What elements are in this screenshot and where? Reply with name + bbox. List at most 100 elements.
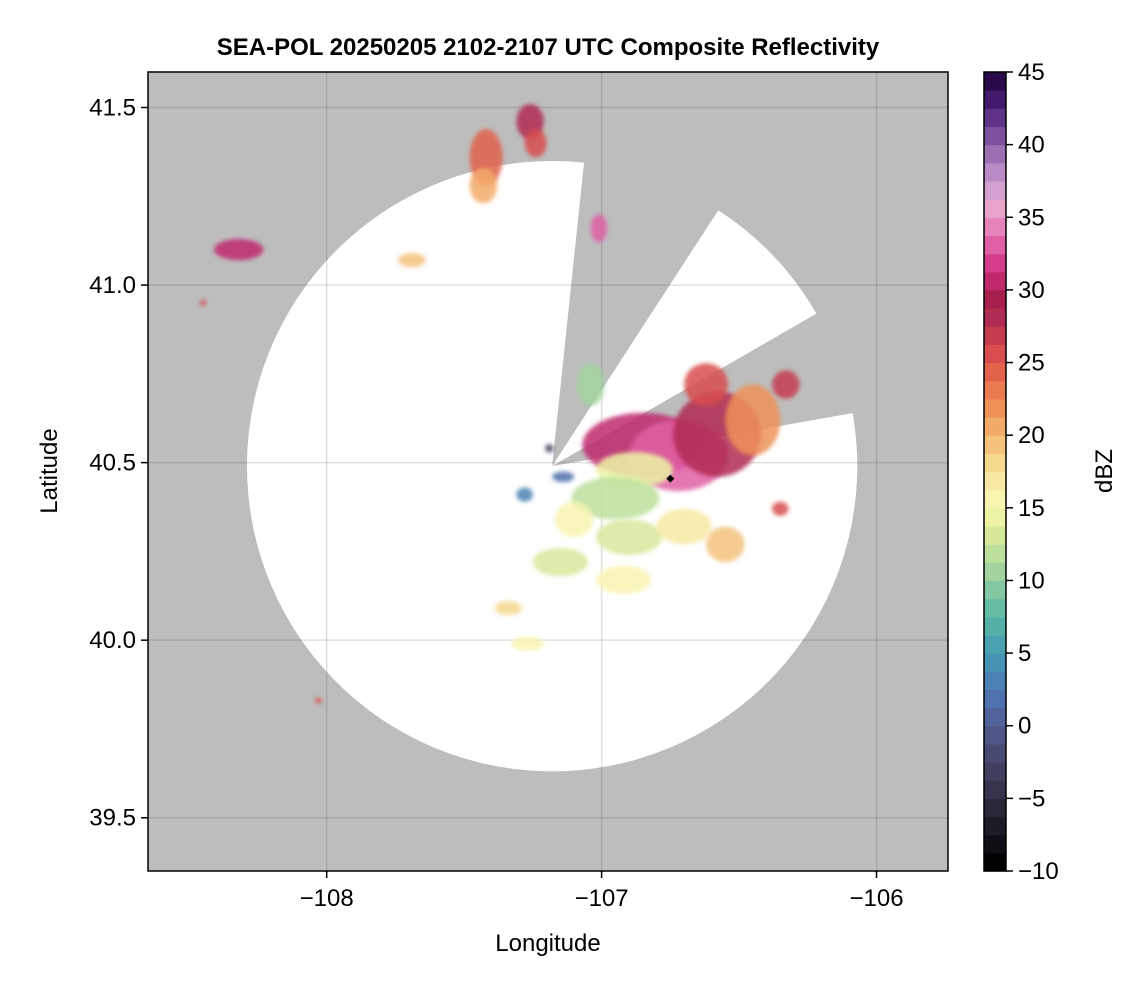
colorbar-segment [984, 762, 1006, 781]
colorbar-segment [984, 326, 1006, 345]
colorbar-tick-label: 10 [1018, 567, 1045, 594]
colorbar-segment [984, 489, 1006, 509]
y-tick-label: 41.5 [89, 95, 136, 122]
radar-site-layer [666, 474, 675, 483]
colorbar-segment [984, 707, 1006, 727]
echo-cell [516, 487, 533, 502]
colorbar-ticks: 45 40 35 30 25 20 15 10 5 0 −5 −10 [1006, 59, 1059, 885]
plot-frame [147, 71, 949, 872]
colorbar-segment [984, 616, 1006, 636]
colorbar-tick-label: 35 [1018, 204, 1045, 231]
colorbar-segment [984, 271, 1006, 291]
colorbar-segment [984, 525, 1006, 545]
colorbar-segment [984, 507, 1006, 527]
colorbar-segment [984, 380, 1006, 400]
echo-cell [576, 363, 605, 406]
colorbar-segment [984, 308, 1006, 327]
echo-cell [524, 128, 547, 158]
colorbar-segment [984, 289, 1006, 309]
echo-cell [684, 363, 729, 406]
echo-cell [199, 299, 207, 306]
x-axis-ticks: −108 −107 −106 [300, 871, 904, 912]
echo-cell [772, 370, 800, 399]
colorbar-segment [984, 417, 1006, 436]
x-tick-label: −108 [300, 885, 354, 912]
colorbar-tick-label: 20 [1018, 422, 1045, 449]
colorbar-tick-label: 15 [1018, 495, 1045, 522]
echo-cell [213, 238, 264, 261]
colorbar-frame [983, 71, 1007, 872]
colorbar-segment [984, 743, 1006, 763]
colorbar-segment [984, 634, 1006, 654]
echo-cell [554, 501, 594, 538]
echo-cell [552, 471, 575, 483]
colorbar-segment [984, 398, 1006, 418]
colorbar-segment [984, 689, 1006, 709]
colorbar-segment [984, 362, 1006, 382]
colorbar-tick-label: 0 [1018, 713, 1031, 740]
colorbar-segment [984, 344, 1006, 364]
colorbar-tick-label: 25 [1018, 350, 1045, 377]
colorbar-segment [984, 598, 1006, 618]
colorbar-tick-label: 5 [1018, 640, 1031, 667]
y-tick-label: 40.0 [89, 627, 136, 654]
colorbar-tick-label: 30 [1018, 277, 1045, 304]
colorbar-label: dBZ [1091, 449, 1118, 493]
radar-site-marker [666, 474, 675, 483]
y-tick-label: 41.0 [89, 272, 136, 299]
colorbar-segment [984, 162, 1006, 182]
echo-cell [494, 601, 522, 616]
colorbar-segment [984, 108, 1006, 128]
colorbar-tick-label: 45 [1018, 59, 1045, 86]
x-axis-label: Longitude [495, 930, 600, 957]
echo-cell [510, 636, 544, 651]
y-tick-label: 39.5 [89, 805, 136, 832]
colorbar-segment [984, 544, 1006, 563]
colorbar-segment [984, 253, 1006, 273]
colorbar-segment [984, 816, 1006, 836]
colorbar-tick-label: −5 [1018, 785, 1045, 812]
echo-cell [532, 547, 588, 577]
colorbar-segment [984, 671, 1006, 691]
chart-title: SEA-POL 20250205 2102-2107 UTC Composite… [217, 34, 880, 61]
echo-cell [590, 214, 608, 243]
colorbar-segment [984, 144, 1006, 164]
colorbar-segment [984, 90, 1006, 109]
colorbar-segment [984, 180, 1006, 200]
echo-cell [772, 501, 789, 516]
echo-cell [469, 167, 498, 204]
echo-cell [725, 384, 781, 456]
colorbar-tick-label: −10 [1018, 858, 1059, 885]
colorbar-segment [984, 453, 1006, 473]
colorbar-segment [984, 653, 1006, 672]
y-axis-label: Latitude [36, 428, 63, 513]
y-axis-ticks: 39.5 40.0 40.5 41.0 41.5 [89, 95, 148, 832]
colorbar-segment [984, 798, 1006, 818]
echo-cell [656, 508, 712, 545]
colorbar-segment [984, 471, 1006, 491]
echo-cell [571, 476, 660, 520]
colorbar-tick-label: 40 [1018, 132, 1045, 159]
colorbar-segment [984, 72, 1006, 91]
echo-cell [596, 565, 652, 595]
echo-layer [199, 103, 800, 704]
plot-area [148, 72, 948, 871]
colorbar-segment [984, 217, 1006, 237]
colorbar-segment [984, 580, 1006, 600]
colorbar-segment [984, 725, 1006, 745]
colorbar-segment [984, 126, 1006, 146]
colorbar-segment [984, 235, 1006, 255]
colorbar-segment [984, 435, 1006, 454]
colorbar-segment [984, 834, 1006, 854]
colorbar [984, 72, 1006, 872]
colorbar-segment [984, 562, 1006, 582]
colorbar-segment [984, 852, 1006, 872]
echo-cell [706, 526, 745, 563]
echo-cell [398, 253, 426, 268]
y-tick-label: 40.5 [89, 450, 136, 477]
echo-cell [315, 697, 322, 704]
radar-coverage [246, 161, 858, 772]
x-tick-label: −106 [849, 885, 903, 912]
echo-cell [596, 519, 663, 555]
